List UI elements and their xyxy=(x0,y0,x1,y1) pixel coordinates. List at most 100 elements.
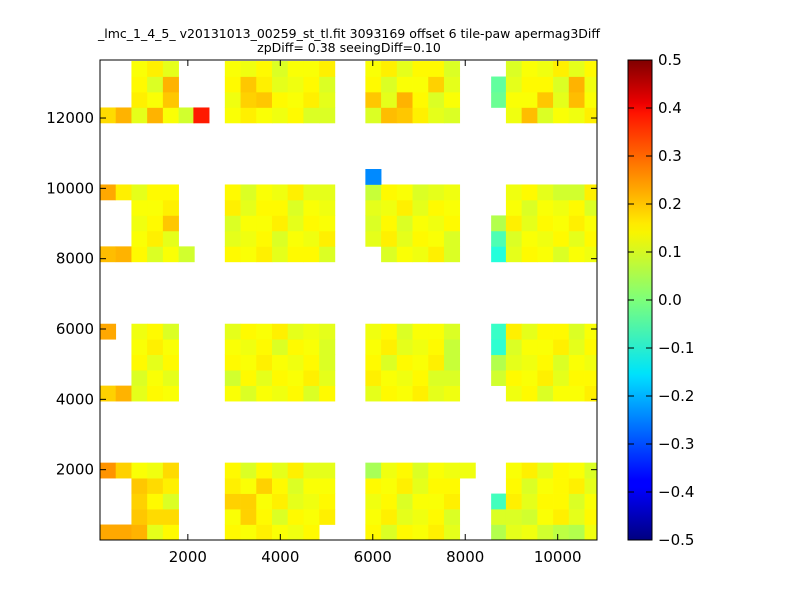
plot-background xyxy=(100,60,597,540)
chart-subtitle: zpDiff= 0.38 seeingDiff=0.10 xyxy=(257,40,441,55)
heatmap-cell xyxy=(162,323,179,340)
heatmap-cell xyxy=(131,509,148,525)
heatmap-cell xyxy=(553,385,570,402)
heatmap-cell xyxy=(537,107,554,124)
heatmap-cell xyxy=(428,524,445,541)
heatmap-cell xyxy=(147,184,164,201)
heatmap-cell xyxy=(162,509,179,525)
heatmap-cell xyxy=(505,246,522,263)
heatmap-cell xyxy=(553,478,570,494)
heatmap-cell xyxy=(584,509,598,525)
heatmap-cell xyxy=(271,230,289,247)
heatmap-cell xyxy=(319,215,336,232)
y-tick-label: 4000 xyxy=(56,390,94,408)
heatmap-cell xyxy=(224,76,241,93)
heatmap-cell xyxy=(365,230,382,247)
heatmap-cell xyxy=(365,323,382,340)
heatmap-cell xyxy=(381,323,398,340)
heatmap-cell xyxy=(521,478,538,494)
heatmap-cell xyxy=(505,509,522,525)
heatmap-cell xyxy=(521,493,538,510)
heatmap-cell xyxy=(365,215,382,232)
heatmap-cell xyxy=(131,107,148,124)
heatmap-cell xyxy=(568,323,585,340)
heatmap-cell xyxy=(147,92,164,108)
heatmap-cell xyxy=(537,184,554,201)
heatmap-cell xyxy=(505,462,522,479)
heatmap-cell xyxy=(319,385,336,402)
heatmap-cell xyxy=(537,339,554,356)
heatmap-cell xyxy=(396,107,413,124)
heatmap-cell xyxy=(491,370,508,386)
heatmap-cell xyxy=(381,478,398,494)
heatmap-cell xyxy=(568,524,585,541)
heatmap-cell xyxy=(459,462,476,479)
heatmap-cell xyxy=(162,199,179,216)
heatmap-cell xyxy=(568,354,585,371)
y-tick-label: 8000 xyxy=(56,250,94,268)
heatmap-cell xyxy=(303,339,320,356)
colorbar-tick-label: 0.3 xyxy=(658,147,682,165)
heatmap-cell xyxy=(505,184,522,201)
heatmap-cell xyxy=(381,462,398,479)
heatmap-cell xyxy=(412,478,429,494)
heatmap-cell xyxy=(381,61,398,77)
heatmap-cell xyxy=(412,246,429,263)
heatmap-cell xyxy=(240,385,257,402)
heatmap-cell xyxy=(115,246,132,263)
heatmap-cell xyxy=(568,509,585,525)
heatmap-cell xyxy=(396,230,413,247)
heatmap-cell xyxy=(491,92,508,108)
heatmap-cell xyxy=(521,215,538,232)
heatmap-cell xyxy=(256,61,273,77)
heatmap-cell xyxy=(505,339,522,356)
heatmap-cell xyxy=(287,323,304,340)
y-tick-label: 12000 xyxy=(46,109,94,127)
heatmap-cell xyxy=(319,184,336,201)
heatmap-cell xyxy=(303,524,320,541)
heatmap-cell xyxy=(491,76,508,93)
heatmap-cell xyxy=(568,184,585,201)
heatmap-cell xyxy=(505,524,522,541)
heatmap-cell xyxy=(147,509,164,525)
heatmap-cell xyxy=(100,524,117,541)
heatmap-cell xyxy=(240,462,257,479)
heatmap-cell xyxy=(271,462,289,479)
heatmap-cell xyxy=(428,323,445,340)
heatmap-cell xyxy=(584,385,598,402)
heatmap-cell xyxy=(537,385,554,402)
heatmap-cell xyxy=(319,509,336,525)
heatmap-cell xyxy=(396,339,413,356)
heatmap-cell xyxy=(428,92,445,108)
heatmap-cell xyxy=(521,339,538,356)
heatmap-cell xyxy=(162,354,179,371)
heatmap-cell xyxy=(256,462,273,479)
heatmap-cell xyxy=(100,385,117,402)
x-tick-label: 6000 xyxy=(354,548,392,566)
heatmap-cell xyxy=(505,493,522,510)
heatmap-cell xyxy=(443,323,461,340)
heatmap-cell xyxy=(256,385,273,402)
heatmap-cell xyxy=(396,199,413,216)
heatmap-cell xyxy=(505,354,522,371)
heatmap-cell xyxy=(224,215,241,232)
heatmap-cell xyxy=(584,323,598,340)
heatmap-cell xyxy=(491,354,508,371)
heatmap-cell xyxy=(381,107,398,124)
heatmap-cell xyxy=(319,246,336,263)
heatmap-cell xyxy=(303,199,320,216)
heatmap-cell xyxy=(568,493,585,510)
heatmap-cell xyxy=(412,230,429,247)
heatmap-cell xyxy=(443,339,461,356)
heatmap-cell xyxy=(365,478,382,494)
heatmap-cell xyxy=(553,370,570,386)
heatmap-cell xyxy=(271,199,289,216)
heatmap-cell xyxy=(147,385,164,402)
heatmap-cell xyxy=(396,462,413,479)
heatmap-cell xyxy=(319,76,336,93)
heatmap-cell xyxy=(224,323,241,340)
heatmap-cell xyxy=(303,370,320,386)
heatmap-cell xyxy=(240,370,257,386)
heatmap-cell xyxy=(147,246,164,263)
heatmap-cell xyxy=(365,370,382,386)
